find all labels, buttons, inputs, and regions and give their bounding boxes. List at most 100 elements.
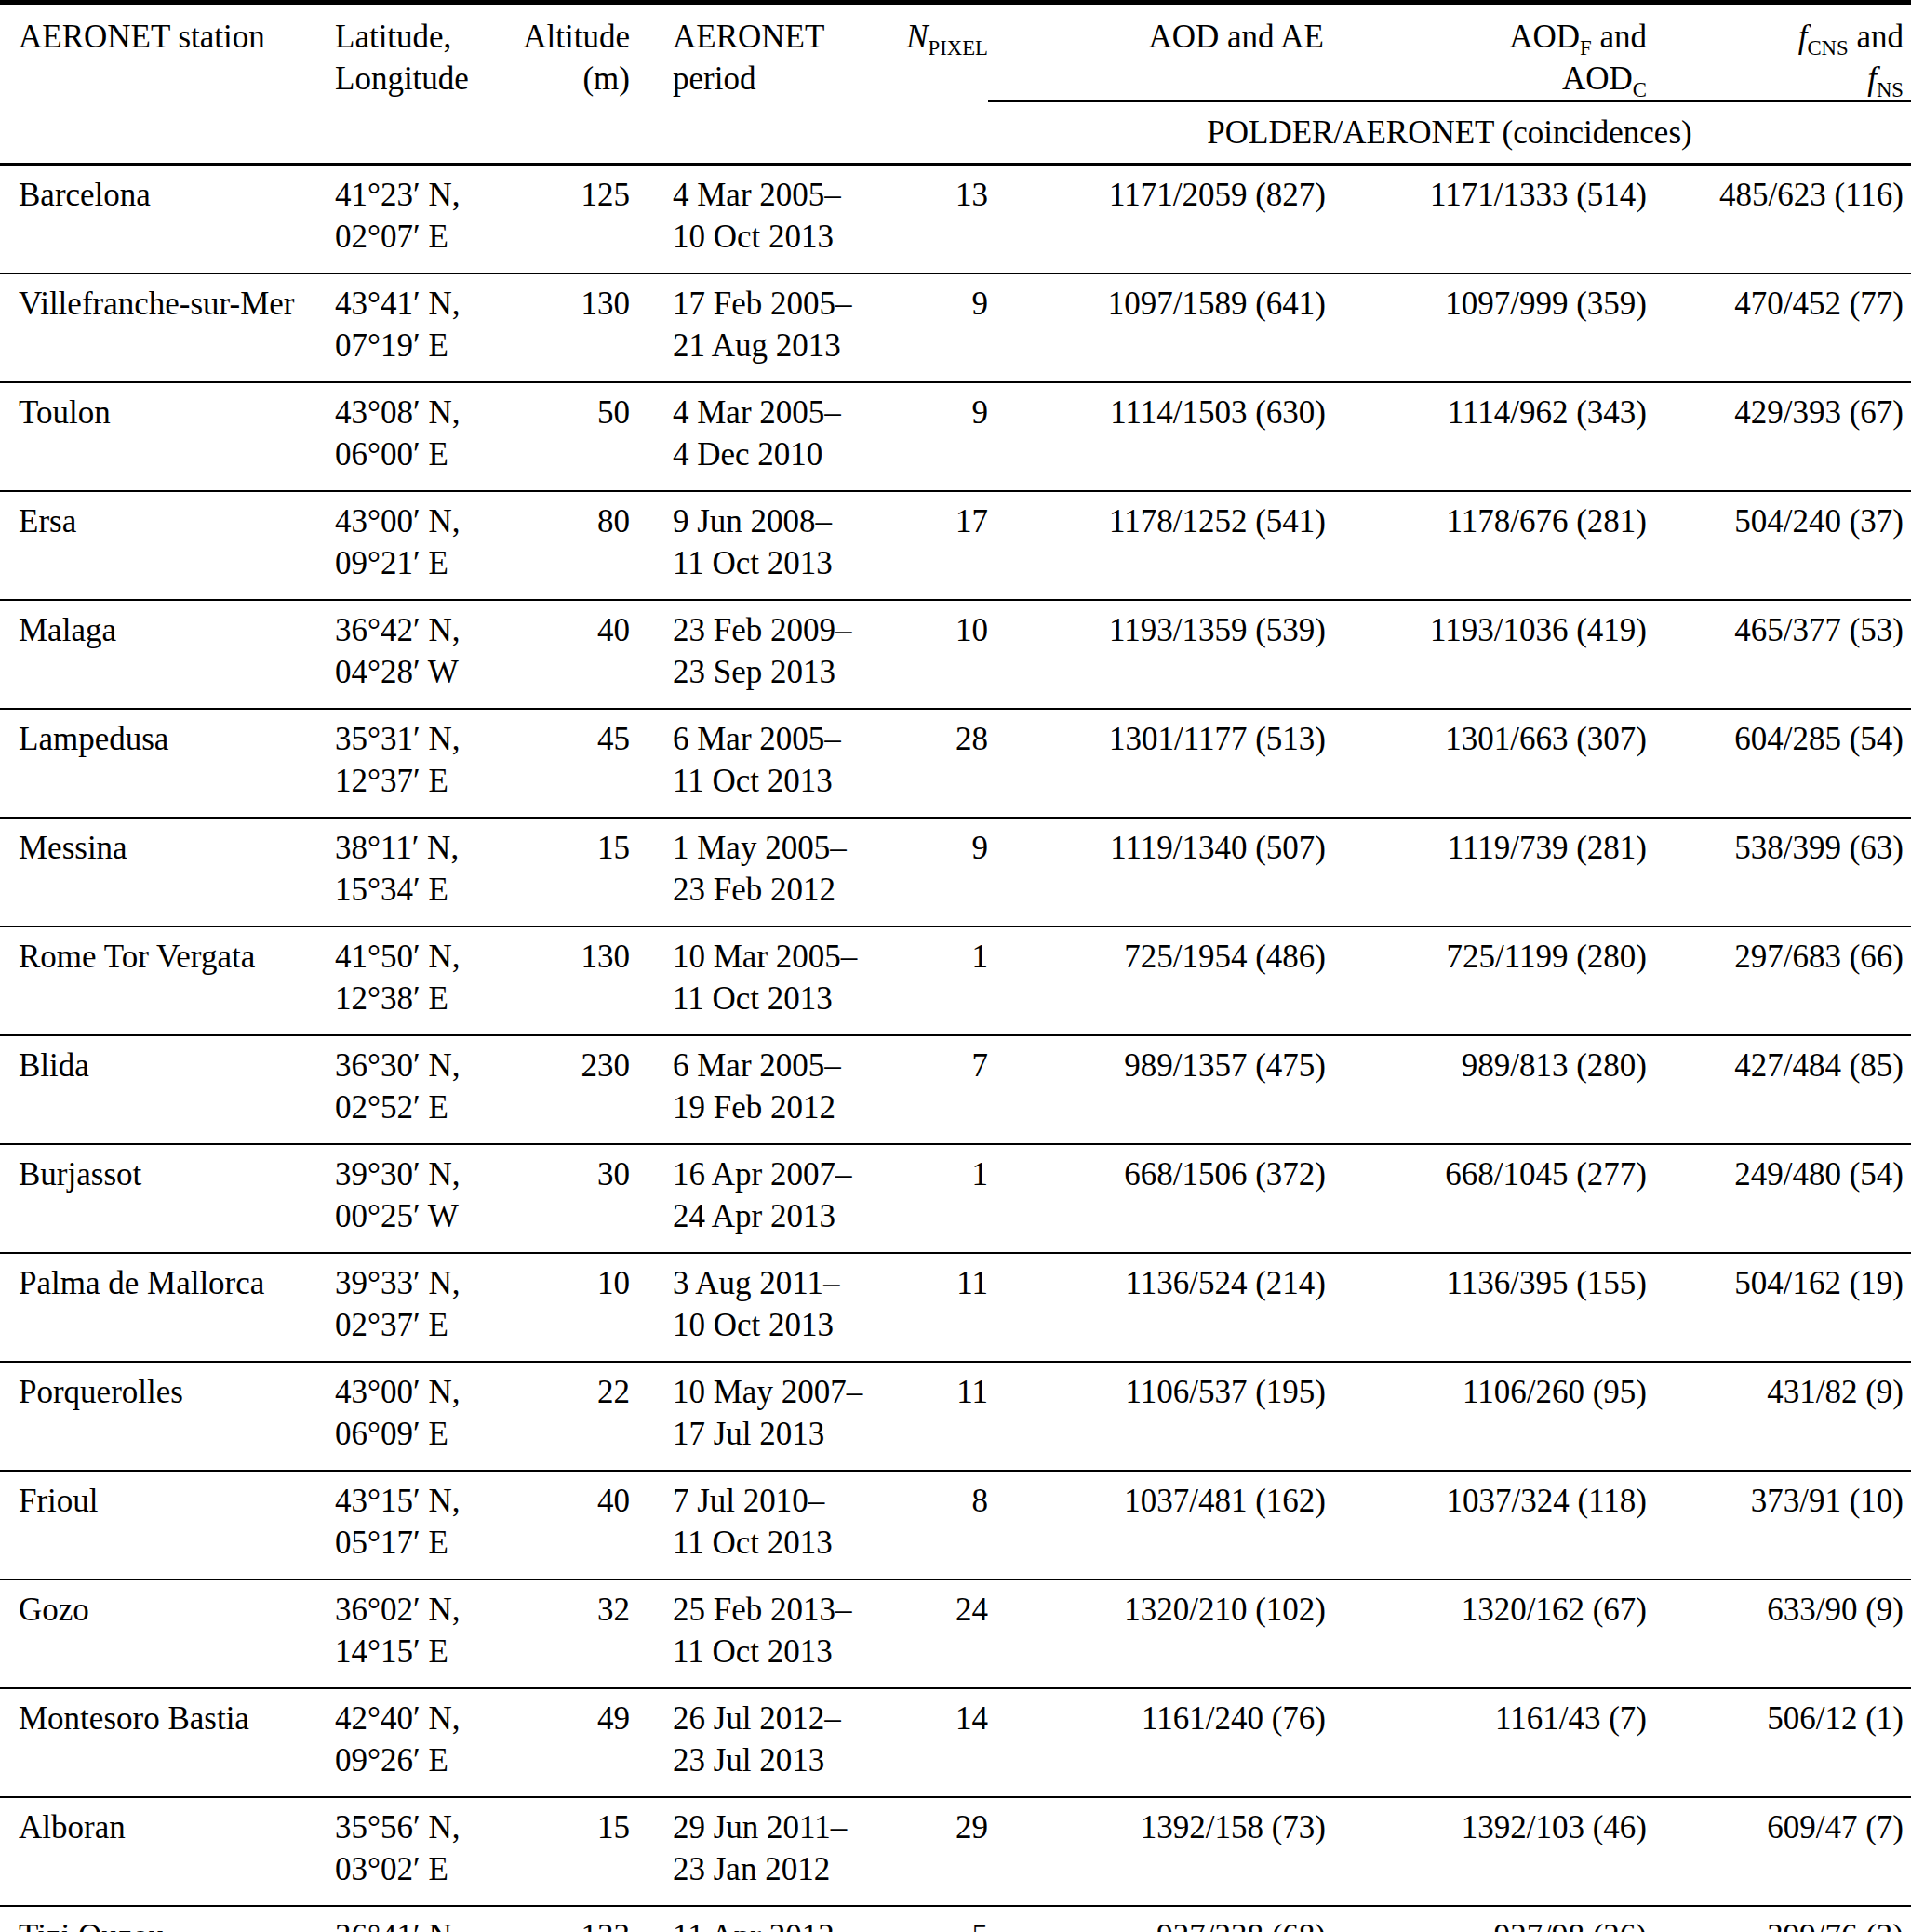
npixel-cell: 9 [893, 818, 988, 926]
npixel-cell: 9 [893, 382, 988, 491]
longitude-text: 07°19′ E [335, 325, 488, 366]
paper-table-page: AERONET station Latitude, Longitude Alti… [0, 0, 1911, 1932]
npixel-cell: 5 [893, 1906, 988, 1932]
table-row: Malaga 36°42′ N, 04°28′ W 40 23 Feb 2009… [0, 600, 1911, 709]
col-header-period: AERONET period [630, 3, 893, 165]
period-cell: 7 Jul 2010– 11 Oct 2013 [630, 1471, 893, 1579]
latitude-text: 43°00′ N, [335, 1371, 488, 1413]
col-header-period-line1: AERONET [673, 16, 893, 58]
table-row: Frioul 43°15′ N, 05°17′ E 40 7 Jul 2010–… [0, 1471, 1911, 1579]
table-row: Burjassot 39°30′ N, 00°25′ W 30 16 Apr 2… [0, 1144, 1911, 1253]
period-start-text: 4 Mar 2005– [673, 174, 893, 216]
latitude-text: 35°31′ N, [335, 718, 488, 760]
period-end-text: 19 Feb 2012 [673, 1086, 893, 1128]
period-end-text: 10 Oct 2013 [673, 216, 893, 258]
latitude-text: 41°23′ N, [335, 174, 488, 216]
station-cell: Barcelona [0, 165, 321, 274]
altitude-cell: 230 [488, 1035, 630, 1144]
table-row: Blida 36°30′ N, 02°52′ E 230 6 Mar 2005–… [0, 1035, 1911, 1144]
aod-ae-cell: 1171/2059 (827) [988, 165, 1326, 274]
aod-ae-cell: 668/1506 (372) [988, 1144, 1326, 1253]
npixel-cell: 7 [893, 1035, 988, 1144]
period-cell: 10 May 2007– 17 Jul 2013 [630, 1362, 893, 1471]
npixel-symbol: N [906, 19, 928, 55]
period-end-text: 24 Apr 2013 [673, 1195, 893, 1237]
aodf-aodc-cell: 1119/739 (281) [1326, 818, 1647, 926]
fcns-fns-cell: 465/377 (53) [1647, 600, 1911, 709]
station-cell: Gozo [0, 1579, 321, 1688]
latlon-cell: 43°15′ N, 05°17′ E [321, 1471, 488, 1579]
period-end-text: 23 Jul 2013 [673, 1739, 893, 1781]
station-cell: Alboran [0, 1797, 321, 1906]
table-row: Ersa 43°00′ N, 09°21′ E 80 9 Jun 2008– 1… [0, 491, 1911, 600]
col-header-aod-ae: AOD and AE [988, 3, 1326, 101]
period-start-text: 26 Jul 2012– [673, 1698, 893, 1739]
station-cell: Rome Tor Vergata [0, 926, 321, 1035]
latlon-cell: 41°23′ N, 02°07′ E [321, 165, 488, 274]
period-end-text: 11 Oct 2013 [673, 1522, 893, 1564]
fcns-subscript: CNS [1807, 36, 1848, 60]
altitude-cell: 40 [488, 600, 630, 709]
col-header-fcns-line1: fCNS and [1647, 16, 1904, 58]
aod-ae-cell: 1320/210 (102) [988, 1579, 1326, 1688]
col-header-aodf-aodc: AODF and AODC [1326, 3, 1647, 101]
col-header-station: AERONET station [0, 3, 321, 165]
aeronet-polder-table: AERONET station Latitude, Longitude Alti… [0, 0, 1911, 1932]
fns-symbol: f [1867, 60, 1877, 97]
longitude-text: 02°52′ E [335, 1086, 488, 1128]
col-header-fns-line2: fNS [1647, 58, 1904, 100]
col-header-aodf-line1: AODF and [1326, 16, 1647, 58]
npixel-cell: 14 [893, 1688, 988, 1797]
altitude-cell: 40 [488, 1471, 630, 1579]
table-row: Porquerolles 43°00′ N, 06°09′ E 22 10 Ma… [0, 1362, 1911, 1471]
longitude-text: 15°34′ E [335, 869, 488, 911]
col-header-altitude-line2: (m) [488, 58, 630, 100]
latlon-cell: 43°00′ N, 09°21′ E [321, 491, 488, 600]
station-cell: Messina [0, 818, 321, 926]
col-header-altitude: Altitude (m) [488, 3, 630, 165]
aodf-aodc-cell: 1161/43 (7) [1326, 1688, 1647, 1797]
altitude-cell: 45 [488, 709, 630, 818]
period-cell: 6 Mar 2005– 19 Feb 2012 [630, 1035, 893, 1144]
fcns-fns-cell: 504/240 (37) [1647, 491, 1911, 600]
period-end-text: 23 Jan 2012 [673, 1848, 893, 1890]
aod-ae-cell: 1097/1589 (641) [988, 273, 1326, 382]
col-header-aod-ae-label: AOD and AE [1148, 19, 1324, 55]
aodf-aodc-cell: 1037/324 (118) [1326, 1471, 1647, 1579]
period-end-text: 4 Dec 2010 [673, 433, 893, 475]
altitude-cell: 32 [488, 1579, 630, 1688]
longitude-text: 06°00′ E [335, 433, 488, 475]
col-header-latlon-line1: Latitude, [335, 16, 488, 58]
npixel-cell: 28 [893, 709, 988, 818]
latitude-text: 36°41′ N, [335, 1915, 488, 1932]
altitude-cell: 10 [488, 1253, 630, 1362]
altitude-cell: 125 [488, 165, 630, 274]
period-end-text: 11 Oct 2013 [673, 542, 893, 584]
table-row: Lampedusa 35°31′ N, 12°37′ E 45 6 Mar 20… [0, 709, 1911, 818]
table-row: Tizi Ouzou 36°41′ N, 04°03′ E 133 11 Apr… [0, 1906, 1911, 1932]
fcns-fns-cell: 427/484 (85) [1647, 1035, 1911, 1144]
fcns-symbol: f [1798, 19, 1808, 55]
latitude-text: 42°40′ N, [335, 1698, 488, 1739]
aodf-subscript: F [1580, 36, 1592, 60]
npixel-cell: 24 [893, 1579, 988, 1688]
aodf-aodc-cell: 1320/162 (67) [1326, 1579, 1647, 1688]
period-start-text: 6 Mar 2005– [673, 718, 893, 760]
longitude-text: 09°21′ E [335, 542, 488, 584]
fcns-fns-cell: 399/76 (3) [1647, 1906, 1911, 1932]
col-header-latlon-line2: Longitude [335, 58, 488, 100]
aod-ae-cell: 1136/524 (214) [988, 1253, 1326, 1362]
period-start-text: 1 May 2005– [673, 827, 893, 869]
npixel-cell: 11 [893, 1362, 988, 1471]
fcns-fns-cell: 429/393 (67) [1647, 382, 1911, 491]
aod-ae-cell: 1037/481 (162) [988, 1471, 1326, 1579]
aodf-aodc-cell: 668/1045 (277) [1326, 1144, 1647, 1253]
aodf-aodc-cell: 1193/1036 (419) [1326, 600, 1647, 709]
aodf-aodc-cell: 725/1199 (280) [1326, 926, 1647, 1035]
npixel-cell: 1 [893, 1144, 988, 1253]
period-cell: 26 Jul 2012– 23 Jul 2013 [630, 1688, 893, 1797]
longitude-text: 04°28′ W [335, 651, 488, 693]
fcns-fns-cell: 431/82 (9) [1647, 1362, 1911, 1471]
header-row-main: AERONET station Latitude, Longitude Alti… [0, 3, 1911, 101]
period-cell: 16 Apr 2007– 24 Apr 2013 [630, 1144, 893, 1253]
